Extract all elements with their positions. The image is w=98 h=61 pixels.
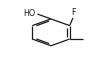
Text: F: F bbox=[71, 8, 76, 17]
Text: HO: HO bbox=[24, 9, 36, 18]
